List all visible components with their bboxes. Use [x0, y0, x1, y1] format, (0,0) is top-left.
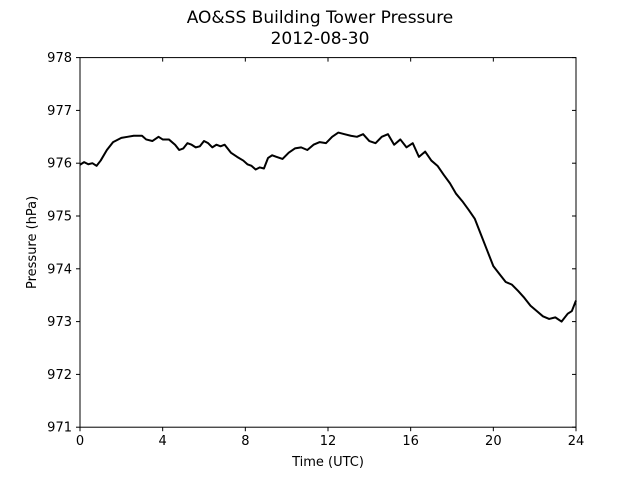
- chart-title: AO&SS Building Tower Pressure: [186, 8, 454, 28]
- x-tick-label: 4: [159, 434, 167, 449]
- y-tick-label: 973: [47, 315, 72, 330]
- chart-subtitle: 2012-08-30: [270, 29, 370, 49]
- x-axis-label: Time (UTC): [291, 455, 364, 470]
- y-axis-label: Pressure (hPa): [25, 196, 40, 289]
- y-tick-label: 972: [47, 368, 72, 383]
- x-tick-label: 24: [568, 434, 585, 449]
- series-layer: [79, 131, 577, 323]
- x-axis-ticks: 0 4 8 12 16 20 24: [76, 57, 585, 449]
- x-tick-label: 12: [320, 434, 337, 449]
- y-tick-label: 974: [47, 262, 72, 277]
- y-tick-label: 976: [47, 157, 72, 172]
- y-tick-label: 971: [47, 421, 72, 436]
- series-line-0: [79, 131, 577, 323]
- plot-frame: [79, 57, 577, 428]
- x-tick-label: 20: [485, 434, 502, 449]
- x-tick-label: 0: [76, 434, 84, 449]
- y-tick-label: 975: [47, 210, 72, 225]
- y-tick-label: 977: [47, 104, 72, 119]
- y-axis-ticks: 971 972 973 974 975 976 977 978: [47, 51, 576, 436]
- x-tick-label: 16: [402, 434, 419, 449]
- x-tick-label: 8: [241, 434, 249, 449]
- y-tick-label: 978: [47, 51, 72, 66]
